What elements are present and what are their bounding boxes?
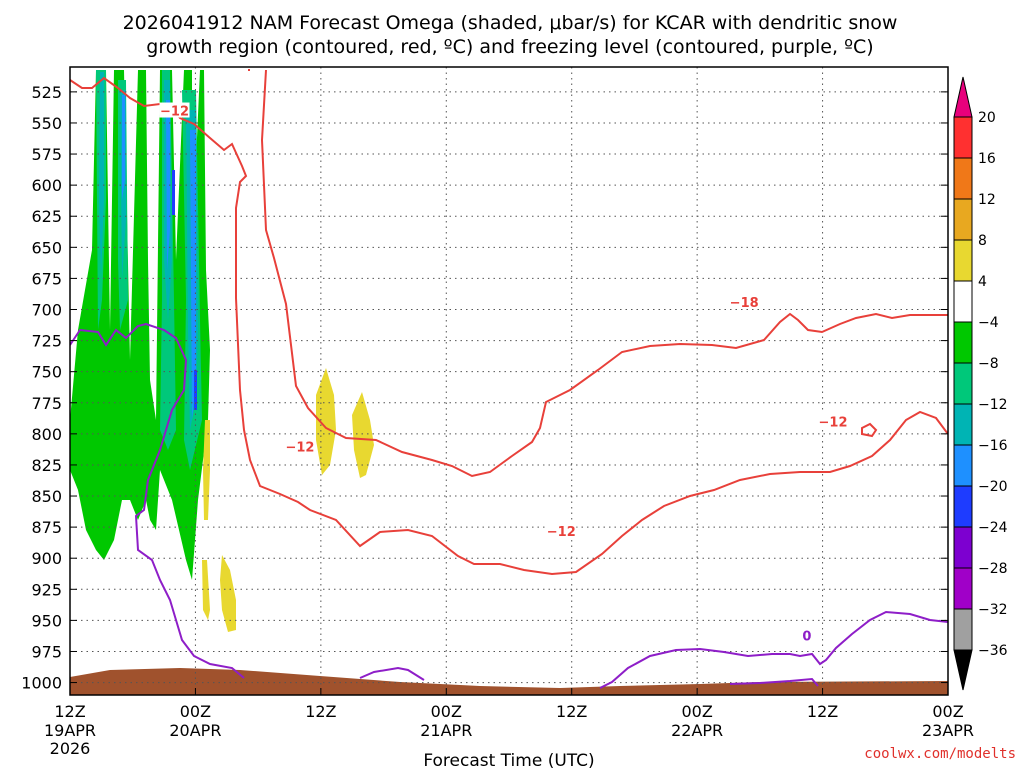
y-tick-label: 750 xyxy=(31,363,62,382)
x-tick-label: 00Z xyxy=(180,702,211,721)
purple-contour-bottom-left xyxy=(359,666,425,681)
colorbar-label: −16 xyxy=(978,438,1008,454)
colorbar-label: −24 xyxy=(978,520,1008,536)
contour-label: −12 xyxy=(547,525,576,540)
colorbar-swatch xyxy=(953,198,973,241)
x-tick-label: 00Z xyxy=(932,702,963,721)
credit-text: coolwx.com/modelts xyxy=(864,746,1016,762)
y-tick-label: 575 xyxy=(31,145,62,164)
contour-label: −18 xyxy=(730,296,759,311)
y-tick-label: 800 xyxy=(31,425,62,444)
plot-frame xyxy=(69,66,949,696)
y-tick-label: 900 xyxy=(31,549,62,568)
colorbar-swatch xyxy=(953,321,973,364)
contour-label-bg xyxy=(729,294,760,310)
y-tick-label: 950 xyxy=(31,611,62,630)
colorbar-label: 12 xyxy=(978,192,996,208)
chart-title-line1: 2026041912 NAM Forecast Omega (shaded, μ… xyxy=(123,12,898,34)
colorbar-swatch xyxy=(953,444,973,487)
y-tick-label: 675 xyxy=(31,269,62,288)
y-tick-label: 875 xyxy=(31,518,62,537)
colorbar-label: −12 xyxy=(978,397,1008,413)
x-tick-label: 12Z xyxy=(556,702,587,721)
red-contour-small-loop xyxy=(861,422,878,438)
y-tick-label: 725 xyxy=(31,332,62,351)
colorbar-swatch xyxy=(953,116,973,159)
y-tick-label: 925 xyxy=(31,580,62,599)
colorbar-label: −32 xyxy=(978,602,1008,618)
contour-label-bg xyxy=(159,102,190,118)
x-tick-label: 00Z xyxy=(431,702,462,721)
y-tick-label: 1000 xyxy=(21,674,62,693)
contour-label: 0 xyxy=(802,629,811,644)
omega-colorbar: 20 16 12 8 4 −4 −8 −12 −16 −20 −24 −28 −32 −36 xyxy=(953,76,1008,691)
colorbar-swatch xyxy=(953,526,973,569)
y-tick-label: 650 xyxy=(31,238,62,257)
colorbar-label: 20 xyxy=(978,110,996,126)
terrain-surface xyxy=(70,668,948,695)
y-tick-label: 775 xyxy=(31,394,62,413)
contour-label-bg xyxy=(791,627,822,643)
contour-label-bg xyxy=(818,413,849,429)
x-tick-date: 21APR xyxy=(420,721,472,740)
colorbar-bottom-arrow xyxy=(953,649,973,691)
y-tick-label: 550 xyxy=(31,114,62,133)
omega-darkblue-area xyxy=(172,170,197,410)
x-tick-year: 2026 xyxy=(50,739,91,758)
x-tick-label: 12Z xyxy=(807,702,838,721)
colorbar-top-arrow xyxy=(953,76,973,118)
colorbar-label: 16 xyxy=(978,151,996,167)
red-contour-mid xyxy=(248,69,948,478)
colorbar-label: 8 xyxy=(978,233,987,249)
plot-area: −12 −12 −12 −18 −12 0 xyxy=(70,67,948,695)
colorbar-swatch xyxy=(953,157,973,200)
x-tick-date: 19APR xyxy=(44,721,96,740)
colorbar-swatch xyxy=(953,403,973,446)
x-axis-label: Forecast Time (UTC) xyxy=(423,751,594,768)
freezing-level-contours xyxy=(70,322,948,689)
x-tick-date: 22APR xyxy=(671,721,723,740)
contour-label-bg xyxy=(546,522,577,538)
y-axis-pressure: 525 550 575 600 625 650 675 700 725 750 775 800 825 8… xyxy=(21,83,948,693)
x-tick-date: 23APR xyxy=(922,721,974,740)
x-tick-label: 12Z xyxy=(305,702,336,721)
contour-label: −12 xyxy=(285,440,314,455)
contour-label-bg xyxy=(284,438,315,454)
y-tick-label: 525 xyxy=(31,83,62,102)
y-tick-label: 825 xyxy=(31,456,62,475)
x-tick-date: 20APR xyxy=(169,721,221,740)
colorbar-swatch xyxy=(953,239,973,282)
colorbar-swatch xyxy=(953,485,973,528)
colorbar-swatch xyxy=(953,362,973,405)
colorbar-swatch xyxy=(953,608,973,651)
y-tick-label: 975 xyxy=(31,642,62,661)
colorbar-swatch xyxy=(953,280,973,323)
y-tick-label: 850 xyxy=(31,487,62,506)
purple-contour-main xyxy=(70,322,245,679)
contour-label: −12 xyxy=(160,105,189,120)
grid-lines xyxy=(70,67,948,695)
x-tick-label: 12Z xyxy=(54,702,85,721)
y-tick-label: 700 xyxy=(31,300,62,319)
contour-labels: −12 −12 −12 −18 −12 0 xyxy=(159,102,849,644)
chart-title-line2: growth region (contoured, red, ºC) and f… xyxy=(146,36,873,58)
colorbar-label: −20 xyxy=(978,479,1008,495)
colorbar-label: −8 xyxy=(978,356,999,372)
contour-label: −12 xyxy=(819,415,848,430)
colorbar-label: −36 xyxy=(978,643,1008,659)
colorbar-label: −4 xyxy=(978,315,999,331)
purple-contour-bottom-segment xyxy=(729,677,819,687)
colorbar-swatch xyxy=(953,567,973,610)
y-tick-label: 625 xyxy=(31,207,62,226)
y-tick-label: 600 xyxy=(31,176,62,195)
colorbar-label: −28 xyxy=(978,561,1008,577)
purple-contour-bottom-right xyxy=(599,610,948,689)
colorbar-label: 4 xyxy=(978,274,987,290)
omega-yellow-area xyxy=(202,368,374,632)
omega-shading xyxy=(70,70,374,632)
x-tick-label: 00Z xyxy=(681,702,712,721)
